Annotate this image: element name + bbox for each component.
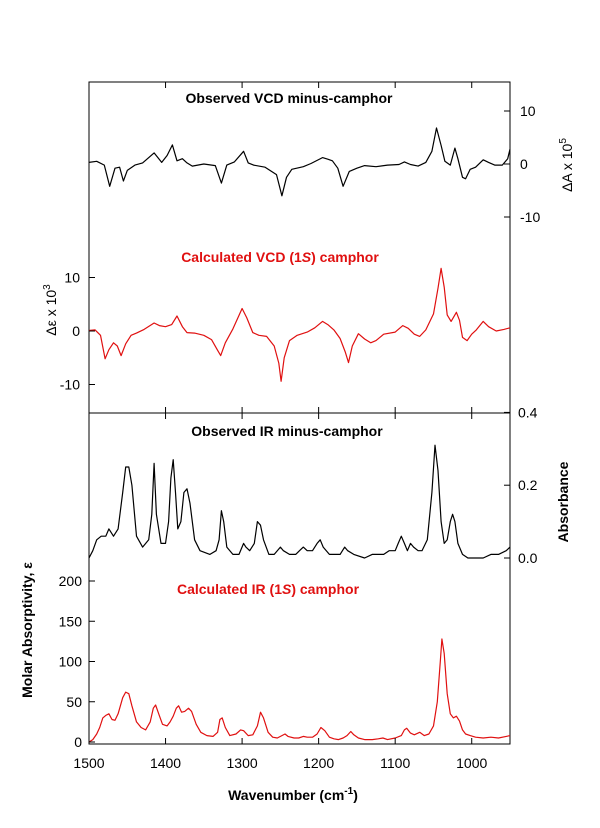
bottom-left-tick-label: 200 — [59, 573, 83, 589]
bottom-right-axis-label: Absorbance — [555, 461, 571, 542]
x-tick-label: 1200 — [303, 755, 334, 771]
bottom-right-tick-label: 0.2 — [518, 477, 538, 493]
top-calculated-title: Calculated VCD (1S) camphor — [181, 249, 379, 265]
bottom-right-tick-label: 0.4 — [518, 404, 538, 420]
top-panel-frame — [88, 81, 511, 414]
bottom-left-axis-label: Molar Absorptivity, ε — [19, 562, 35, 698]
bottom-series-observed-line — [88, 444, 511, 559]
top-left-tick-label: 10 — [64, 270, 80, 286]
spectra-curves — [88, 127, 511, 743]
bottom-calculated-title: Calculated IR (1S) camphor — [177, 581, 360, 597]
bottom-observed-title: Observed IR minus-camphor — [191, 423, 383, 439]
bottom-left-tick-label: 50 — [66, 694, 82, 710]
top-observed-title: Observed VCD minus-camphor — [186, 90, 393, 106]
top-left-axis-label: Δε x 103 — [42, 284, 59, 336]
top-series-observed-line — [88, 127, 511, 197]
bottom-left-tick-label: 0 — [74, 734, 82, 750]
x-tick-label: 1100 — [380, 755, 410, 771]
top-right-tick-label: -10 — [520, 209, 540, 225]
x-tick-label: 1000 — [456, 755, 487, 771]
top-right-tick-label: 10 — [520, 103, 536, 119]
x-tick-label: 1500 — [73, 755, 104, 771]
x-axis-label: Wavenumber (cm-1) — [228, 786, 358, 803]
top-left-tick-label: 0 — [72, 323, 80, 339]
top-series-calculated-line — [88, 267, 511, 382]
bottom-series-calculated-line — [88, 638, 511, 743]
top-left-tick-label: -10 — [60, 377, 80, 393]
bottom-panel-frame — [88, 412, 511, 745]
top-right-tick-label: 0 — [520, 156, 528, 172]
top-right-axis-label: ΔA x 105 — [558, 138, 575, 192]
x-tick-label: 1300 — [227, 755, 258, 771]
x-tick-label: 1400 — [150, 755, 181, 771]
bottom-right-tick-label: 0.0 — [518, 550, 538, 566]
axis-ticks: 1500 1400 1300 1200 1100 1000100-10100-100.40… — [59, 82, 540, 771]
bottom-left-tick-label: 100 — [59, 654, 83, 670]
bottom-left-tick-label: 150 — [59, 613, 83, 629]
